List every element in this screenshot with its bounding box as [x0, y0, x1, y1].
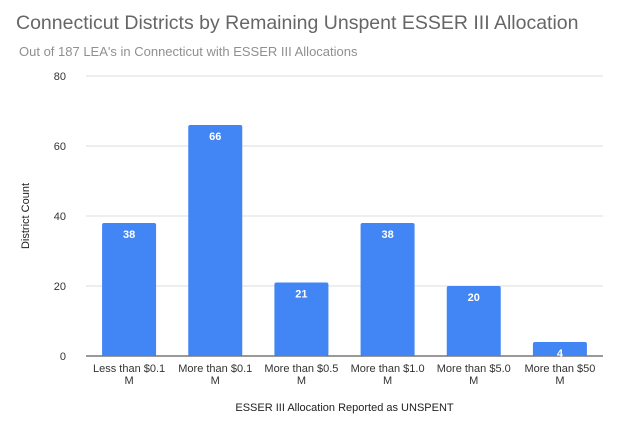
x-tick-2-line-0: More than $0.5 — [264, 363, 338, 375]
bar-3 — [360, 223, 415, 356]
bars: 38 66 21 38 20 4 — [102, 125, 587, 360]
data-label-0: 38 — [123, 229, 135, 241]
x-tick-3-line-0: More than $1.0 — [351, 363, 425, 375]
chart-subtitle: Out of 187 LEA's in Connecticut with ESS… — [19, 44, 358, 59]
bar-2 — [274, 282, 329, 356]
data-label-2: 21 — [295, 289, 307, 301]
chart-title: Connecticut Districts by Remaining Unspe… — [16, 12, 579, 34]
x-tick-3-line-1: M — [383, 375, 392, 387]
y-axis-label: District Count — [20, 183, 32, 249]
x-tick-1-line-1: M — [211, 375, 220, 387]
y-tick-0: 0 — [60, 351, 66, 363]
data-label-5: 4 — [557, 348, 564, 360]
bar-5 — [532, 342, 587, 356]
y-tick-80: 80 — [54, 71, 66, 83]
x-tick-2-line-1: M — [297, 375, 306, 387]
data-label-4: 20 — [468, 292, 480, 304]
data-label-1: 66 — [209, 131, 221, 143]
bar-0 — [102, 223, 157, 356]
x-tick-1-line-0: More than $0.1 — [178, 363, 252, 375]
y-tick-labels: 0 20 40 60 80 — [54, 71, 66, 363]
x-axis-label: ESSER III Allocation Reported as UNSPENT — [235, 402, 454, 414]
x-tick-4-line-0: More than $5.0 — [437, 363, 511, 375]
y-tick-60: 60 — [54, 141, 66, 153]
gridlines — [86, 75, 603, 357]
bar-1 — [188, 125, 243, 356]
bar-4 — [446, 286, 501, 356]
data-label-3: 38 — [381, 229, 393, 241]
x-tick-5-line-1: M — [555, 375, 564, 387]
x-tick-0-line-0: Less than $0.1 — [93, 363, 165, 375]
y-tick-40: 40 — [54, 211, 66, 223]
x-tick-0-line-1: M — [124, 375, 133, 387]
x-tick-5-line-0: More than $50 — [524, 363, 595, 375]
y-tick-20: 20 — [54, 281, 66, 293]
x-tick-4-line-1: M — [469, 375, 478, 387]
